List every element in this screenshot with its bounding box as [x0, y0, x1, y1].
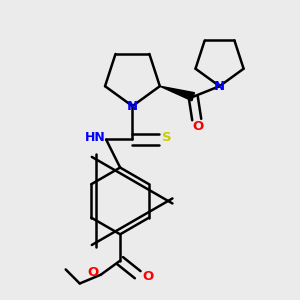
Text: HN: HN	[85, 131, 106, 144]
Text: N: N	[127, 100, 138, 112]
Text: N: N	[214, 80, 225, 93]
Text: O: O	[88, 266, 99, 280]
Text: O: O	[193, 120, 204, 133]
Text: S: S	[162, 131, 171, 144]
Polygon shape	[160, 86, 194, 101]
Text: O: O	[142, 270, 153, 283]
